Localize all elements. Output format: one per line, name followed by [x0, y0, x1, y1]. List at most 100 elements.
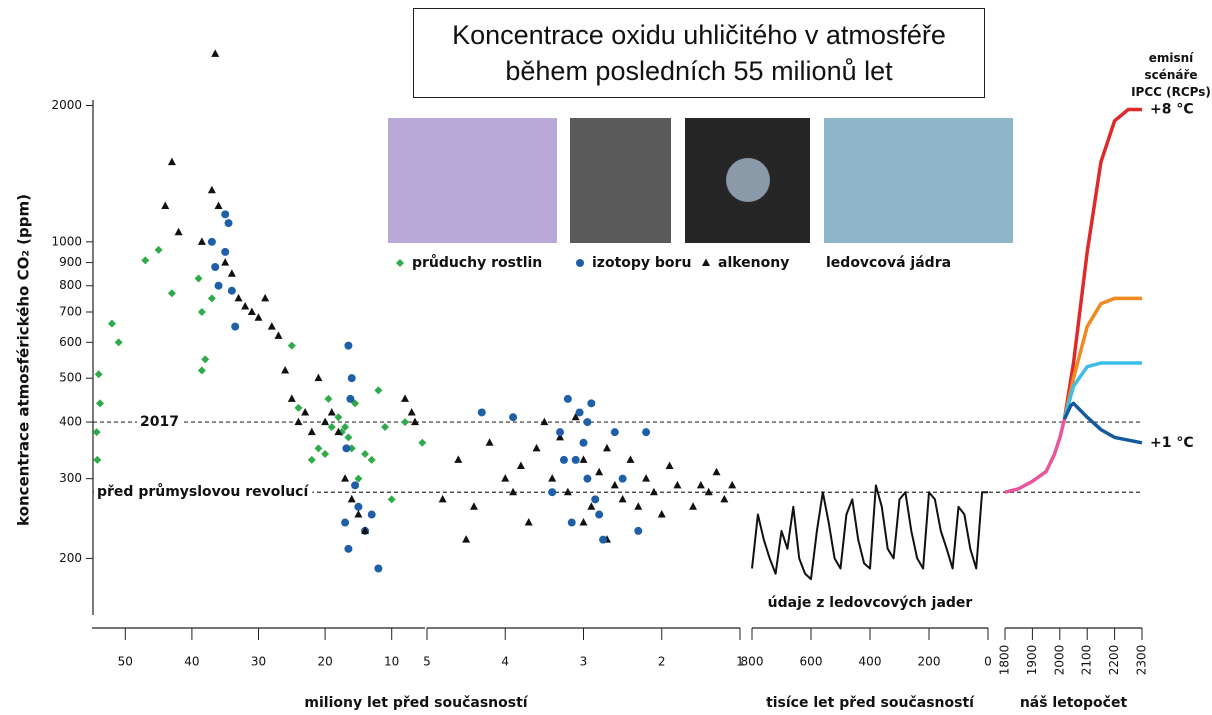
- point: [334, 413, 343, 422]
- point: [477, 408, 486, 417]
- x-tick-label: 20: [317, 655, 332, 669]
- point: [234, 293, 243, 302]
- point: [361, 450, 370, 459]
- x-tick-label: 5: [423, 655, 431, 669]
- point: [634, 502, 643, 510]
- x-axis-label: náš letopočet: [1020, 695, 1128, 711]
- point: [307, 427, 316, 436]
- point: [657, 510, 666, 518]
- point: [354, 474, 363, 483]
- point: [374, 564, 383, 573]
- point: [174, 227, 183, 236]
- point: [501, 474, 510, 482]
- point: [327, 407, 336, 416]
- point: [354, 502, 363, 511]
- point: [254, 313, 263, 321]
- point: [704, 487, 713, 496]
- legend-marker: [702, 258, 710, 266]
- end-label: +8 °C: [1150, 101, 1194, 117]
- y-tick-label: 500: [59, 371, 82, 385]
- point: [214, 201, 223, 209]
- point: [95, 399, 104, 408]
- point: [211, 262, 220, 271]
- point: [141, 256, 150, 265]
- point: [599, 535, 608, 544]
- point: [649, 487, 658, 496]
- point: [207, 237, 216, 246]
- line: [1062, 361, 1142, 420]
- legend-marker: [396, 259, 404, 267]
- point: [92, 428, 101, 437]
- end-label: +1 °C: [1150, 435, 1194, 451]
- point: [347, 494, 356, 503]
- point: [579, 455, 588, 463]
- point: [610, 428, 619, 437]
- point: [595, 510, 604, 519]
- point: [469, 502, 478, 510]
- annotation: údaje z ledovcových jader: [768, 595, 973, 611]
- point: [401, 418, 410, 427]
- line: [751, 484, 988, 581]
- point: [201, 355, 210, 364]
- point: [227, 269, 236, 277]
- point: [462, 535, 471, 543]
- point: [556, 428, 565, 437]
- y-axis-label: koncentrace atmosférického CO₂ (ppm): [15, 194, 33, 526]
- point: [583, 474, 592, 483]
- point: [728, 480, 737, 489]
- point: [221, 210, 230, 219]
- x-tick-label: 2200: [1107, 645, 1121, 676]
- point: [314, 373, 323, 382]
- point: [227, 286, 236, 295]
- point: [281, 365, 290, 374]
- point: [221, 258, 230, 266]
- point: [94, 370, 103, 379]
- point: [241, 301, 250, 310]
- point: [696, 480, 705, 489]
- point: [524, 518, 533, 526]
- point: [575, 408, 584, 417]
- y-tick-label: 200: [59, 551, 82, 565]
- x-tick-label: 2000: [1052, 645, 1066, 676]
- point: [374, 386, 383, 395]
- legend-label: průduchy rostlin: [412, 254, 542, 271]
- point: [407, 407, 416, 416]
- y-tick-label: 1000: [51, 234, 82, 248]
- y-tick-label: 400: [59, 415, 82, 429]
- point: [567, 518, 576, 527]
- y-tick-label: 900: [59, 255, 82, 269]
- x-tick-label: 200: [918, 655, 941, 669]
- photo-ice-core: [824, 118, 1013, 243]
- x-tick-label: 800: [741, 655, 764, 669]
- point: [307, 455, 316, 464]
- point: [197, 237, 206, 245]
- rcp-heading: emisní scénáře IPCC (RCPs): [1131, 51, 1211, 99]
- point: [341, 474, 350, 482]
- point: [610, 480, 619, 489]
- point: [197, 366, 206, 375]
- point: [618, 494, 627, 503]
- point: [224, 219, 233, 228]
- x-tick-label: 600: [800, 655, 823, 669]
- point: [247, 307, 256, 315]
- point: [367, 455, 376, 464]
- point: [563, 487, 572, 496]
- x-tick-label: 3: [580, 655, 588, 669]
- point: [346, 394, 355, 403]
- x-tick-label: 1900: [1025, 645, 1039, 676]
- point: [334, 427, 343, 436]
- point: [509, 487, 518, 496]
- point: [438, 494, 447, 503]
- legend-label: ledovcová jádra: [826, 255, 951, 271]
- x-tick-label: 2: [658, 655, 666, 669]
- point: [321, 417, 330, 426]
- point: [161, 201, 170, 209]
- x-tick-label: 4: [501, 655, 509, 669]
- line: [1062, 401, 1143, 445]
- point: [367, 510, 376, 519]
- point: [595, 467, 604, 476]
- point: [347, 374, 356, 383]
- x-tick-label: 50: [118, 655, 133, 669]
- point: [301, 407, 310, 416]
- point: [274, 331, 283, 339]
